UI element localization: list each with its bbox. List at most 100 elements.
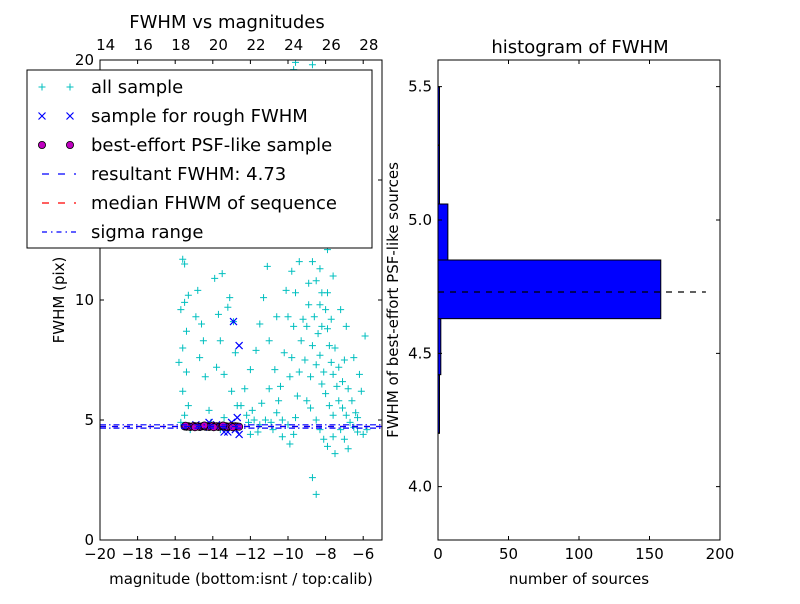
histogram-panel: 0 50 100 150 200 4.0 4.5 5.0 5.5 histogram of FW… xyxy=(384,37,734,588)
data-point xyxy=(184,291,192,299)
data-point xyxy=(282,286,290,294)
data-point xyxy=(265,337,273,345)
data-point xyxy=(342,322,350,330)
data-point xyxy=(292,414,300,422)
data-point xyxy=(335,363,343,371)
x-tick-label: 200 xyxy=(706,545,735,563)
data-point xyxy=(181,260,189,268)
data-point xyxy=(258,399,266,407)
data-point xyxy=(235,430,244,439)
data-point xyxy=(275,397,283,405)
data-point xyxy=(224,303,232,311)
data-point xyxy=(310,313,318,321)
scatter-title: FWHM vs magnitudes xyxy=(129,12,324,33)
data-point xyxy=(307,373,315,381)
data-point xyxy=(359,430,367,438)
data-point xyxy=(308,474,316,482)
data-point xyxy=(214,310,222,318)
x-top-tick-label: 20 xyxy=(209,36,228,54)
data-point xyxy=(288,354,296,362)
x-tick-label: −10 xyxy=(272,545,304,563)
legend-marker xyxy=(38,83,46,91)
data-point xyxy=(260,294,268,302)
data-point xyxy=(312,490,320,498)
data-point xyxy=(308,258,316,266)
data-point xyxy=(322,390,330,398)
data-point xyxy=(179,387,187,395)
data-point xyxy=(350,423,358,431)
legend-marker xyxy=(66,112,74,120)
data-point xyxy=(329,272,337,280)
data-point xyxy=(354,414,362,422)
data-point xyxy=(235,341,244,350)
y-tick-label: 20 xyxy=(75,51,94,69)
data-point xyxy=(318,380,326,388)
data-point xyxy=(314,330,322,338)
data-point xyxy=(181,411,189,419)
data-point xyxy=(196,354,204,362)
data-point xyxy=(307,404,315,412)
x-tick-label: −6 xyxy=(352,545,374,563)
data-point xyxy=(320,435,328,443)
data-point xyxy=(361,332,369,340)
x-tick-label: 100 xyxy=(565,545,594,563)
data-point xyxy=(288,267,296,275)
data-point xyxy=(316,426,324,434)
data-point xyxy=(220,370,228,378)
data-point xyxy=(337,426,345,434)
data-point xyxy=(350,354,358,362)
legend-entry: sample for rough FWHM xyxy=(38,106,308,127)
data-point xyxy=(354,428,362,436)
data-point xyxy=(276,382,284,390)
x-tick-label: −8 xyxy=(315,545,337,563)
data-point xyxy=(231,349,239,357)
data-point xyxy=(192,313,200,321)
data-point xyxy=(194,286,202,294)
data-point xyxy=(327,315,335,323)
data-point xyxy=(226,294,234,302)
data-point xyxy=(363,426,371,434)
data-point xyxy=(219,421,228,430)
data-point xyxy=(284,313,292,321)
x-tick-label: −14 xyxy=(197,545,229,563)
legend-label: resultant FWHM: 4.73 xyxy=(91,164,286,185)
data-point xyxy=(303,397,311,405)
data-point xyxy=(292,289,300,297)
data-point xyxy=(273,313,281,321)
data-point xyxy=(218,270,226,278)
legend-entry: sigma range xyxy=(38,222,203,243)
data-point xyxy=(342,411,350,419)
data-point xyxy=(325,402,333,410)
data-point xyxy=(295,368,303,376)
data-point xyxy=(316,301,324,309)
data-point xyxy=(237,402,245,410)
data-point xyxy=(213,363,221,371)
data-point xyxy=(325,342,333,350)
data-point xyxy=(318,322,326,330)
x-tick-label: −16 xyxy=(159,545,191,563)
data-point xyxy=(229,317,238,326)
x-top-tick-label: 14 xyxy=(96,36,115,54)
histogram-title: histogram of FWHM xyxy=(491,37,668,58)
y-tick-label: 5.5 xyxy=(408,78,432,96)
data-point xyxy=(303,322,311,330)
data-point xyxy=(220,414,228,422)
data-point xyxy=(265,385,273,393)
legend-marker xyxy=(66,140,75,149)
scatter-panel: −20 −18 −16 −14 −12 −10 −8 −6 14 16 18 20 22 24 26 28 0 5… xyxy=(26,12,383,588)
data-point xyxy=(175,358,183,366)
data-point xyxy=(316,265,324,273)
data-point xyxy=(344,445,352,453)
legend-label: sigma range xyxy=(91,222,203,243)
data-point xyxy=(322,306,330,314)
data-point xyxy=(312,416,320,424)
data-point xyxy=(348,397,356,405)
legend-label: all sample xyxy=(91,77,183,98)
x-tick-label: −18 xyxy=(122,545,154,563)
data-point xyxy=(179,344,187,352)
x-top-tick-label: 26 xyxy=(322,36,341,54)
data-point xyxy=(182,368,190,376)
data-point xyxy=(329,433,337,441)
data-point xyxy=(339,378,347,386)
